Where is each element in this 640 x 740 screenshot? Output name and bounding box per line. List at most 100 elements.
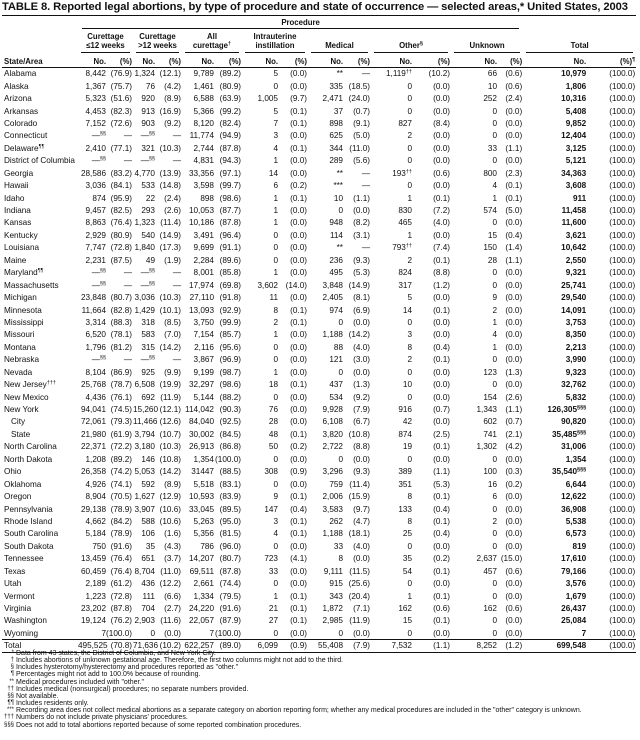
percent-cell: (100.0) [609,143,636,153]
percent-cell: (10.2) [428,69,450,79]
count-cell: 0 [492,628,497,638]
state-label: Delaware¶¶ [2,142,78,154]
count-cell: 1,302 [476,442,498,452]
percent-cell: (2.1) [505,429,523,439]
count-cell: 9,852 [565,118,587,128]
percent-cell: (7.1) [353,604,370,614]
table-row: Missouri 6,520 (78.1) 583 (7.0) 7,154 (85.7) 1 (… [2,329,636,341]
state-name: Ohio [4,467,22,477]
state-label: Texas [2,565,78,577]
count-cell: 55,408 [308,639,343,653]
count-cell: 10 [402,380,412,390]
count-cell: 0 [407,454,412,464]
count-cell: 800 [483,168,497,178]
percent-cell: (0.0) [433,131,450,141]
count-cell: 35 [402,554,412,564]
count-cell: 4 [273,529,278,539]
percent-cell: (0.0) [353,367,370,377]
percent-cell: (100.0) [609,367,636,377]
table-row: North Carolina 22,371 (72.2) 3,180 (10.3) 26,… [2,441,636,453]
state-label: Ohio [2,466,78,478]
count-cell: 22,057 [188,616,214,626]
count-cell: 9,199 [193,367,215,377]
percent-cell: (100.0) [609,293,636,303]
percent-cell: (0.0) [290,206,307,216]
percent-cell: (0.0) [505,342,523,352]
footnote-mark: §§ [148,355,155,362]
count-cell: 3 [407,330,412,340]
count-cell: 0 [273,392,278,402]
percent-cell: (0.1) [290,305,307,315]
count-cell: 8,442 [85,69,107,79]
percent-cell: (89.5) [219,504,241,514]
count-cell: 0 [273,355,278,365]
count-cell: 11 [269,293,279,303]
percent-cell: (100.0) [609,392,636,402]
count-cell: 0 [407,181,412,191]
percent-cell: (99.7) [219,181,241,191]
state-name: Maryland [4,268,38,278]
footnote-mark: §§§ [577,405,587,412]
percent-cell: (0.1) [290,380,307,390]
group-line1: Intrauterine [253,32,297,41]
count-cell: 5 [407,293,412,303]
count-cell: 534 [329,392,343,402]
percent-cell: (63.9) [219,94,241,104]
percent-cell: (5.3) [353,268,370,278]
percent-cell: (10.3) [159,442,181,452]
no-header: No. [451,53,497,68]
percent-cell: (100.0) [609,566,636,576]
count-cell: 335 [329,81,343,91]
group-line1: All [207,32,217,41]
percent-cell: (83.9) [219,492,241,502]
pct-header: (%) [214,53,242,68]
no-header: No. [523,53,587,68]
count-cell: 3,750 [193,317,215,327]
percent-cell: (0.2) [290,442,307,452]
state-label: Total [2,639,78,653]
count-cell: 8 [407,342,412,352]
count-cell: 3,907 [134,504,156,514]
percent-cell: (0.0) [290,392,307,402]
percent-cell: (84.1) [110,181,132,191]
percent-cell: (0.0) [505,317,523,327]
table-row: Texas 60,459 (76.4) 8,704 (11.0) 69,511 (87.8)… [2,565,636,577]
count-cell: 2,985 [322,616,344,626]
count-cell: 10,642 [561,243,587,253]
count-cell: 10,979 [561,69,587,79]
count-cell: 114 [329,230,343,240]
count-cell: 824 [398,268,412,278]
percent-cell: (0.0) [353,628,370,638]
percent-cell: (0.7) [433,405,450,415]
count-cell: 5,121 [565,156,587,166]
percent-cell: (76.1) [110,392,132,402]
percent-cell: (0.0) [505,106,523,116]
count-cell: 436 [141,579,155,589]
count-cell: 8,704 [134,566,156,576]
percent-cell: (0.1) [290,193,307,203]
percent-cell: (0.2) [290,181,307,191]
percent-cell: (0.1) [433,591,450,601]
state-label: Arkansas [2,105,78,117]
percent-cell: (0.0) [290,417,307,427]
footnote-mark: ¶¶ [7,700,14,707]
percent-cell: (100.0) [609,243,636,253]
percent-cell: (100.0) [609,255,636,265]
table-row: Alaska 1,367 (75.7) 76 (4.2) 1,461 (80.9) 0 (0.0… [2,80,636,92]
count-cell: 12,622 [561,492,587,502]
percent-cell: (8.8) [433,268,450,278]
percent-cell: (24.0) [348,94,370,104]
percent-cell: (89.2) [219,69,241,79]
percent-cell: (80.9) [110,230,132,240]
percent-cell: (7.9) [343,639,371,653]
count-cell: 920 [141,94,155,104]
state-label: Kentucky [2,229,78,241]
count-cell: 2 [273,317,278,327]
count-cell: 7 [101,628,106,638]
footnote-text: Percentages might not add to 100.0% beca… [16,671,201,679]
percent-cell: (100.0) [609,305,636,315]
count-cell: 916 [398,405,412,415]
percent-cell: (0.0) [433,392,450,402]
count-cell: 0 [407,94,412,104]
cell-value: 193 [392,168,406,178]
